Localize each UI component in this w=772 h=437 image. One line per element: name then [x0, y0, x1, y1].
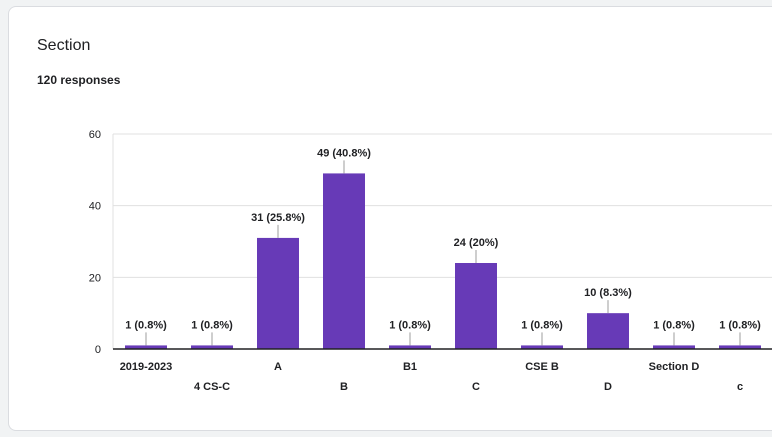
y-tick-label-1: 20	[89, 272, 101, 284]
response-count: 120 responses	[37, 73, 121, 87]
bar-chart: 0 20 40 60 1 (0.8%) 2019-2023 1 (0.8%) 4 CS-C 31…	[89, 129, 772, 393]
bar-8	[653, 345, 695, 349]
data-label-1: 1 (0.8%)	[191, 319, 233, 331]
x-tick-label-9: c	[737, 381, 743, 393]
bar-7	[587, 313, 629, 349]
x-tick-label-6: CSE B	[525, 361, 559, 373]
chart-title: Section	[37, 37, 91, 54]
x-tick-label-4: B1	[403, 361, 417, 373]
data-label-5: 24 (20%)	[454, 237, 499, 249]
data-label-4: 1 (0.8%)	[389, 319, 431, 331]
bar-2	[257, 237, 299, 349]
data-label-7: 10 (8.3%)	[584, 287, 632, 299]
bar-1	[191, 345, 233, 349]
bar-5	[455, 263, 497, 349]
chart-card: Section 120 responses 0 20 40 60 1 (0.8%) 201…	[8, 6, 772, 431]
x-tick-label-3: B	[340, 381, 348, 393]
y-tick-label-0: 0	[95, 344, 101, 356]
bar-4	[389, 345, 431, 349]
data-label-2: 31 (25.8%)	[251, 212, 305, 224]
x-tick-label-7: D	[604, 381, 612, 393]
data-label-9: 1 (0.8%)	[719, 319, 761, 331]
x-tick-label-1: 4 CS-C	[194, 381, 230, 393]
bar-6	[521, 345, 563, 349]
data-label-8: 1 (0.8%)	[653, 319, 695, 331]
data-label-0: 1 (0.8%)	[125, 319, 167, 331]
data-label-6: 1 (0.8%)	[521, 319, 563, 331]
x-tick-label-0: 2019-2023	[120, 361, 173, 373]
y-tick-label-2: 40	[89, 201, 101, 213]
bar-9	[719, 345, 761, 349]
y-tick-label-3: 60	[89, 129, 101, 141]
bar-0	[125, 345, 167, 349]
data-label-3: 49 (40.8%)	[317, 147, 371, 159]
bar-3	[323, 173, 365, 349]
x-tick-label-8: Section D	[649, 361, 700, 373]
x-tick-label-5: C	[472, 381, 480, 393]
x-tick-label-2: A	[274, 361, 282, 373]
